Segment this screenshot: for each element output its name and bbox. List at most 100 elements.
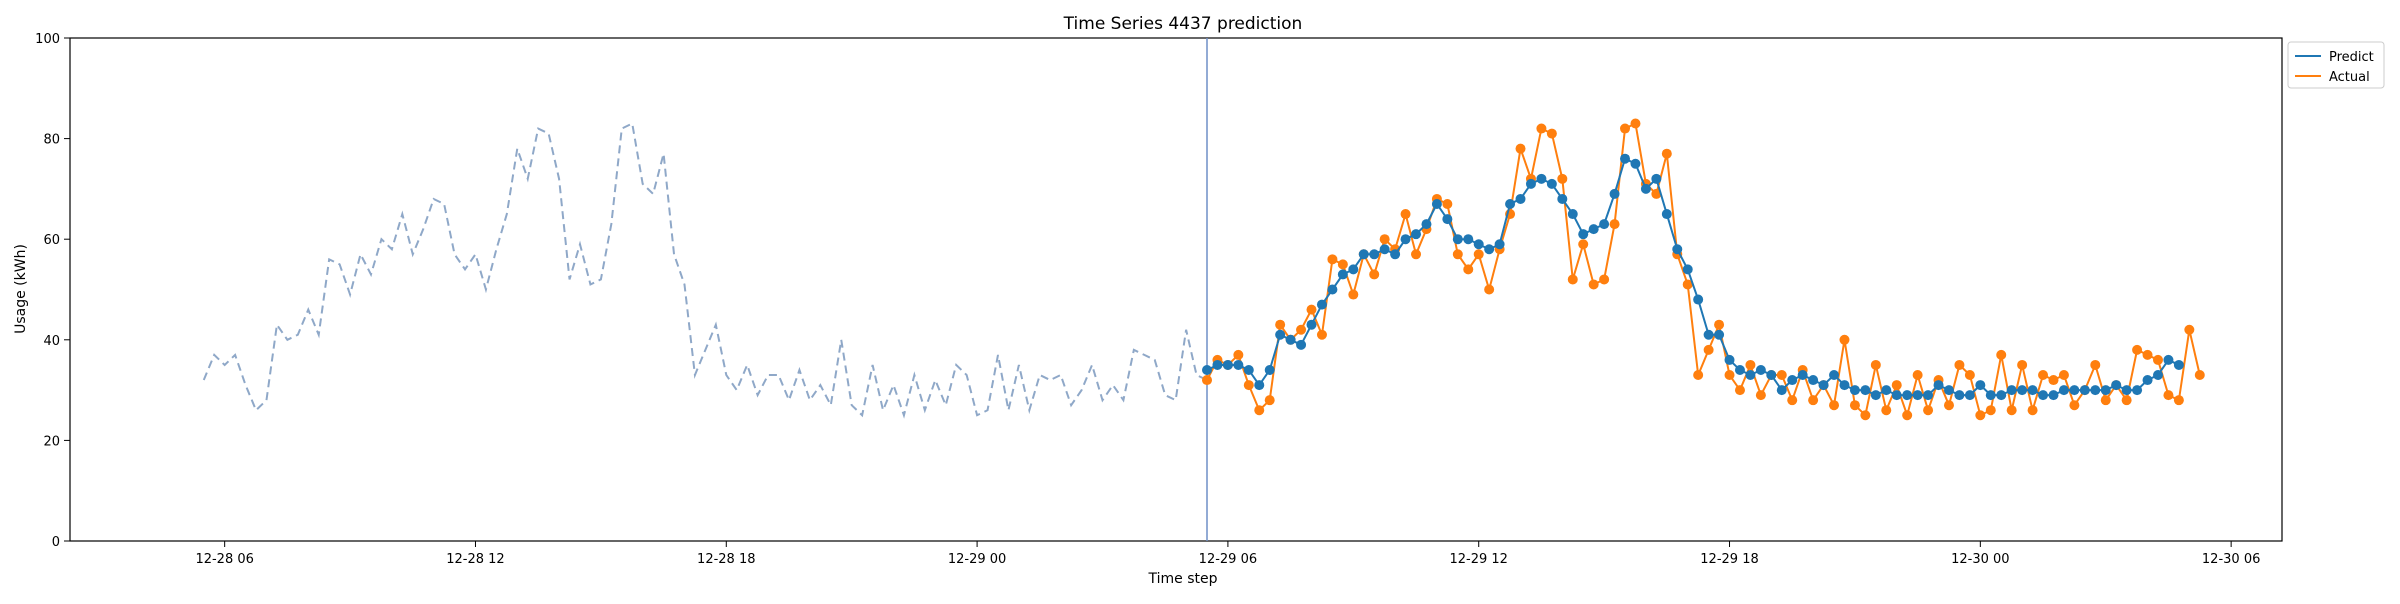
predict-point bbox=[1964, 390, 1975, 401]
predict-point bbox=[1829, 370, 1840, 381]
predict-point bbox=[1442, 214, 1453, 225]
actual-point bbox=[1787, 395, 1798, 406]
predict-point bbox=[2058, 385, 2069, 396]
predict-point bbox=[1933, 380, 1944, 391]
predict-point bbox=[1505, 198, 1516, 209]
actual-point bbox=[1745, 359, 1756, 370]
actual-point bbox=[1599, 274, 1610, 285]
predict-point bbox=[1902, 390, 1913, 401]
actual-point bbox=[1755, 390, 1766, 401]
predict-point bbox=[2152, 370, 2163, 381]
actual-point bbox=[1912, 370, 1923, 381]
predict-point bbox=[1254, 380, 1265, 391]
actual-point bbox=[1630, 118, 1641, 129]
actual-point bbox=[1254, 405, 1265, 416]
actual-point bbox=[2132, 344, 2143, 355]
predict-point bbox=[1724, 354, 1735, 365]
predict-line bbox=[1206, 157, 2180, 397]
x-tick-label: 12-30 06 bbox=[2202, 552, 2260, 567]
predict-point bbox=[1923, 390, 1934, 401]
actual-point bbox=[1620, 123, 1631, 134]
actual-point bbox=[1316, 329, 1327, 340]
predict-point bbox=[1996, 390, 2007, 401]
actual-point bbox=[1881, 405, 1892, 416]
predict-point bbox=[1275, 329, 1286, 340]
actual-point bbox=[2038, 370, 2049, 381]
y-tick-label: 60 bbox=[43, 233, 60, 248]
predict-point bbox=[1755, 364, 1766, 375]
predict-point bbox=[1682, 264, 1693, 275]
predict-point bbox=[2121, 385, 2132, 396]
actual-point bbox=[1776, 370, 1787, 381]
actual-point bbox=[1996, 349, 2007, 360]
predict-point bbox=[1264, 364, 1275, 375]
actual-point bbox=[1651, 188, 1662, 199]
predict-point bbox=[1411, 229, 1422, 240]
actual-point bbox=[2048, 375, 2059, 386]
actual-point bbox=[2173, 395, 2184, 406]
actual-point bbox=[1985, 405, 1996, 416]
actual-point bbox=[1400, 209, 1411, 220]
predict-point bbox=[1818, 380, 1829, 391]
actual-point bbox=[2006, 405, 2017, 416]
predict-point bbox=[1714, 329, 1725, 340]
x-tick-label: 12-28 06 bbox=[195, 552, 253, 567]
predict-point bbox=[1734, 364, 1745, 375]
predict-point bbox=[1609, 188, 1620, 199]
predict-point bbox=[1693, 294, 1704, 305]
actual-point bbox=[2194, 370, 2205, 381]
actual-point bbox=[1954, 359, 1965, 370]
actual-point bbox=[1557, 173, 1568, 184]
predict-point bbox=[2027, 385, 2038, 396]
predict-point bbox=[2142, 375, 2153, 386]
predict-point bbox=[1797, 370, 1808, 381]
predict-point bbox=[2006, 385, 2017, 396]
predict-point bbox=[1943, 385, 1954, 396]
predict-point bbox=[1599, 219, 1610, 230]
x-tick-label: 12-28 18 bbox=[697, 552, 755, 567]
predict-point bbox=[1975, 380, 1986, 391]
predict-point bbox=[2069, 385, 2080, 396]
x-tick-label: 12-30 00 bbox=[1951, 552, 2009, 567]
y-tick-label: 0 bbox=[52, 535, 60, 550]
predict-point bbox=[1400, 234, 1411, 245]
x-axis-label: Time step bbox=[1148, 571, 1218, 587]
predict-point bbox=[1463, 234, 1474, 245]
actual-point bbox=[1808, 395, 1819, 406]
actual-point bbox=[1536, 123, 1547, 134]
predict-point bbox=[2132, 385, 2143, 396]
y-tick-label: 40 bbox=[43, 334, 60, 349]
predict-point bbox=[1881, 385, 1892, 396]
predict-point bbox=[1578, 229, 1589, 240]
predict-point bbox=[1860, 385, 1871, 396]
predict-point bbox=[1337, 269, 1348, 280]
actual-point bbox=[2152, 354, 2163, 365]
predict-point bbox=[1703, 329, 1714, 340]
legend: Predict Actual bbox=[2287, 41, 2385, 89]
actual-point bbox=[1546, 128, 1557, 139]
predict-point bbox=[1766, 370, 1777, 381]
predict-point bbox=[2079, 385, 2090, 396]
predict-point bbox=[1536, 173, 1547, 184]
predict-point bbox=[2100, 385, 2111, 396]
legend-label-actual: Actual bbox=[2329, 70, 2370, 85]
actual-point bbox=[1839, 334, 1850, 345]
predict-point bbox=[1672, 244, 1683, 255]
actual-point bbox=[1964, 370, 1975, 381]
actual-point bbox=[1306, 304, 1317, 315]
actual-point bbox=[1567, 274, 1578, 285]
actual-point bbox=[2184, 324, 2195, 335]
predict-point bbox=[1348, 264, 1359, 275]
actual-point bbox=[1943, 400, 1954, 411]
plot-frame bbox=[69, 37, 2283, 542]
predict-point bbox=[1912, 390, 1923, 401]
predict-point bbox=[1296, 339, 1307, 350]
predict-point bbox=[1452, 234, 1463, 245]
actual-point bbox=[1693, 370, 1704, 381]
y-tick-label: 20 bbox=[43, 434, 60, 449]
predict-point bbox=[1849, 385, 1860, 396]
y-tick-label: 100 bbox=[35, 32, 60, 47]
actual-point bbox=[2027, 405, 2038, 416]
predict-point bbox=[1808, 375, 1819, 386]
actual-point bbox=[1849, 400, 1860, 411]
